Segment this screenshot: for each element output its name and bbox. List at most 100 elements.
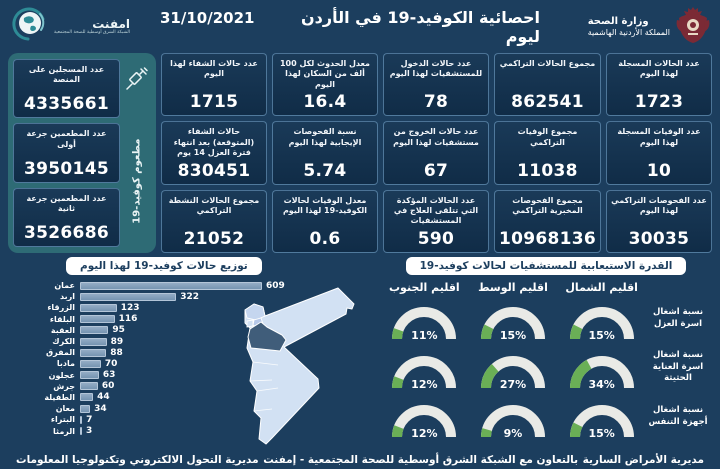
stat-card: معدل الوفيات لحالات الكوفيد-19 لهذا اليو… [272, 189, 378, 253]
hospital-capacity-panel: القدرة الاستيعابية للمستشفيات لحالات كوف… [380, 257, 712, 449]
stat-card-value: 30035 [628, 228, 690, 249]
bar-row: العقبة 95 [8, 325, 374, 336]
kingdom-name: المملكة الأردنية الهاشمية [587, 28, 670, 38]
stat-card: مجموع الحالات التراكمي 862541 [493, 53, 602, 117]
bar-row: البلقاء 116 [8, 314, 374, 325]
vaccine-card-label: عدد المطعمين جرعة ثانية [26, 193, 107, 214]
footer-right: مديرية الأمراض السارية [582, 454, 704, 466]
gauge-percent: 15% [499, 329, 527, 342]
bar-value: 322 [180, 291, 200, 302]
footer: مديرية الأمراض السارية بالتعاون مع الشبك… [16, 454, 704, 466]
governorate-label: الطفيلة [44, 392, 75, 402]
vaccinated-side-label: مطعوم كوفيد-19 [131, 138, 143, 224]
bar [80, 359, 101, 368]
governorate-label: معان [55, 404, 75, 414]
stat-card-label: معدل الحدوث لكل 100 ألف من السكان لهذا ا… [279, 59, 370, 89]
governorate-label: مادبا [56, 359, 75, 369]
charts-section: القدرة الاستيعابية للمستشفيات لحالات كوف… [8, 257, 712, 449]
bar-row: المفرق 88 [8, 347, 374, 358]
governorate-label: البتراء [50, 415, 75, 425]
jordan-coat-of-arms-icon [676, 6, 710, 48]
stat-card-label: عدد الحالات المسجلة لهذا اليوم [618, 59, 700, 79]
stat-card-value: 21052 [183, 228, 245, 249]
gauge-arc [392, 307, 457, 340]
bar-row: اربد 322 [8, 291, 374, 302]
bar-value: 609 [266, 280, 285, 291]
bar-row: جرش 60 [8, 381, 374, 392]
ministry-text: وزارة الصحة المملكة الأردنية الهاشمية [588, 16, 670, 39]
stat-card-value: 10968136 [498, 228, 597, 249]
bar-row: الكرك 89 [8, 336, 374, 347]
bar [80, 382, 98, 391]
vaccine-card-value: 3950145 [24, 158, 109, 179]
gauge-row-label: نسبة اشغال اسرة العناية الحثيثة [652, 350, 704, 384]
stat-card-value: 590 [417, 228, 455, 249]
bar [80, 303, 117, 312]
governorate-label: البلقاء [49, 314, 75, 324]
gauge: 12% [380, 392, 469, 441]
vaccinated-cards: عدد المسجلين على المنصة 4335661 عدد المطعم… [13, 59, 120, 247]
bar-value: 89 [110, 336, 124, 347]
stat-card-value: 862541 [511, 92, 584, 113]
stat-card-value: 1715 [189, 92, 239, 113]
gauge-percent: 27% [499, 378, 527, 391]
stat-card: عدد حالات الدخول للمستشفيات لهذا اليوم 78 [382, 53, 489, 117]
gauge-arc [481, 356, 546, 389]
governorate-label: الزرقاء [47, 303, 75, 313]
stat-card-label: عدد حالات الشفاء لهذا اليوم [170, 59, 258, 79]
bar-value: 123 [120, 302, 140, 313]
emphnet-globe-icon [10, 6, 48, 48]
vaccinated-strip: مطعوم كوفيد-19 [124, 59, 150, 247]
emphnet-name: امفنت [92, 16, 130, 31]
stat-card-value: 16.4 [303, 92, 347, 113]
stat-card-label: مجموع الحالات التراكمي [499, 59, 596, 68]
vaccine-card: عدد المطعمين جرعة أولى 3950145 [13, 123, 120, 183]
governorate-label: جرش [53, 381, 75, 391]
stat-card: عدد الحالات المسجلة لهذا اليوم 1723 [606, 53, 712, 117]
vaccine-card-value: 4335661 [24, 94, 109, 115]
stat-card-label: عدد حالات الخروج من مستشفيات لهذا اليوم [393, 127, 479, 147]
stat-card-value: 1723 [634, 92, 684, 113]
capacity-title: القدرة الاستيعابية للمستشفيات لحالات كوف… [405, 257, 687, 275]
stat-card-label: مجموع الفحوصات المخبرية التراكمي [512, 195, 583, 216]
stat-card-value: 0.6 [309, 228, 341, 249]
emphnet-logo: امفنت الشبكة الشرق أوسطية للصحة المجتمعي… [10, 6, 160, 48]
bar-value: 70 [104, 358, 118, 369]
bar [80, 292, 177, 301]
stat-card: عدد الوفيات المسجلة لهذا اليوم 10 [606, 121, 712, 185]
stat-card-label: عدد الحالات المؤكدة التي تتلقى العلاج في… [393, 195, 479, 226]
stat-card-label: عدد الوفيات المسجلة لهذا اليوم [617, 127, 701, 147]
gauge-percent: 9% [503, 427, 523, 440]
stat-card-value: 5.74 [303, 160, 347, 181]
bar-value: 116 [118, 314, 138, 325]
bar [80, 404, 91, 413]
gauge-percent: 15% [588, 329, 615, 342]
gauge-arc [569, 405, 634, 438]
gauge: 34% [557, 343, 646, 392]
gauge: 15% [557, 392, 646, 441]
bar-row: البتراء 7 [8, 414, 374, 425]
stat-card: مجموع الوفيات التراكمي 11038 [493, 121, 602, 185]
stat-card: عدد الفحوصات التراكمي لهذا اليوم 30035 [606, 189, 712, 253]
jordan-map [220, 285, 370, 449]
stat-card-value: 67 [423, 160, 449, 181]
bar-row: مادبا 70 [8, 358, 374, 369]
governorate-label: اربد [60, 292, 75, 302]
stat-card-label: نسبة الفحوصات الإيجابية لهذا اليوم [288, 127, 362, 147]
bar-value: 3 [86, 426, 93, 437]
stat-card-value: 11038 [517, 160, 578, 181]
vaccine-card: عدد المسجلين على المنصة 4335661 [13, 59, 120, 119]
bar-value: 95 [112, 325, 125, 336]
governorate-label: العقبة [50, 325, 75, 335]
vaccinated-panel: مطعوم كوفيد-19 عدد المسجلين على المنصة 43… [8, 53, 156, 253]
region-header: اقليم الشمال [565, 281, 638, 294]
syringe-icon [125, 65, 149, 95]
ministry-block: وزارة الصحة المملكة الأردنية الهاشمية [540, 6, 710, 48]
vaccine-card-value: 3526686 [24, 222, 109, 243]
gauge: 12% [380, 343, 469, 392]
gauge-arc [392, 356, 457, 389]
bar-row: عمان 609 [8, 280, 374, 291]
bar-value: 44 [97, 392, 110, 403]
gauge-percent: 34% [588, 378, 615, 391]
bar [80, 337, 107, 346]
